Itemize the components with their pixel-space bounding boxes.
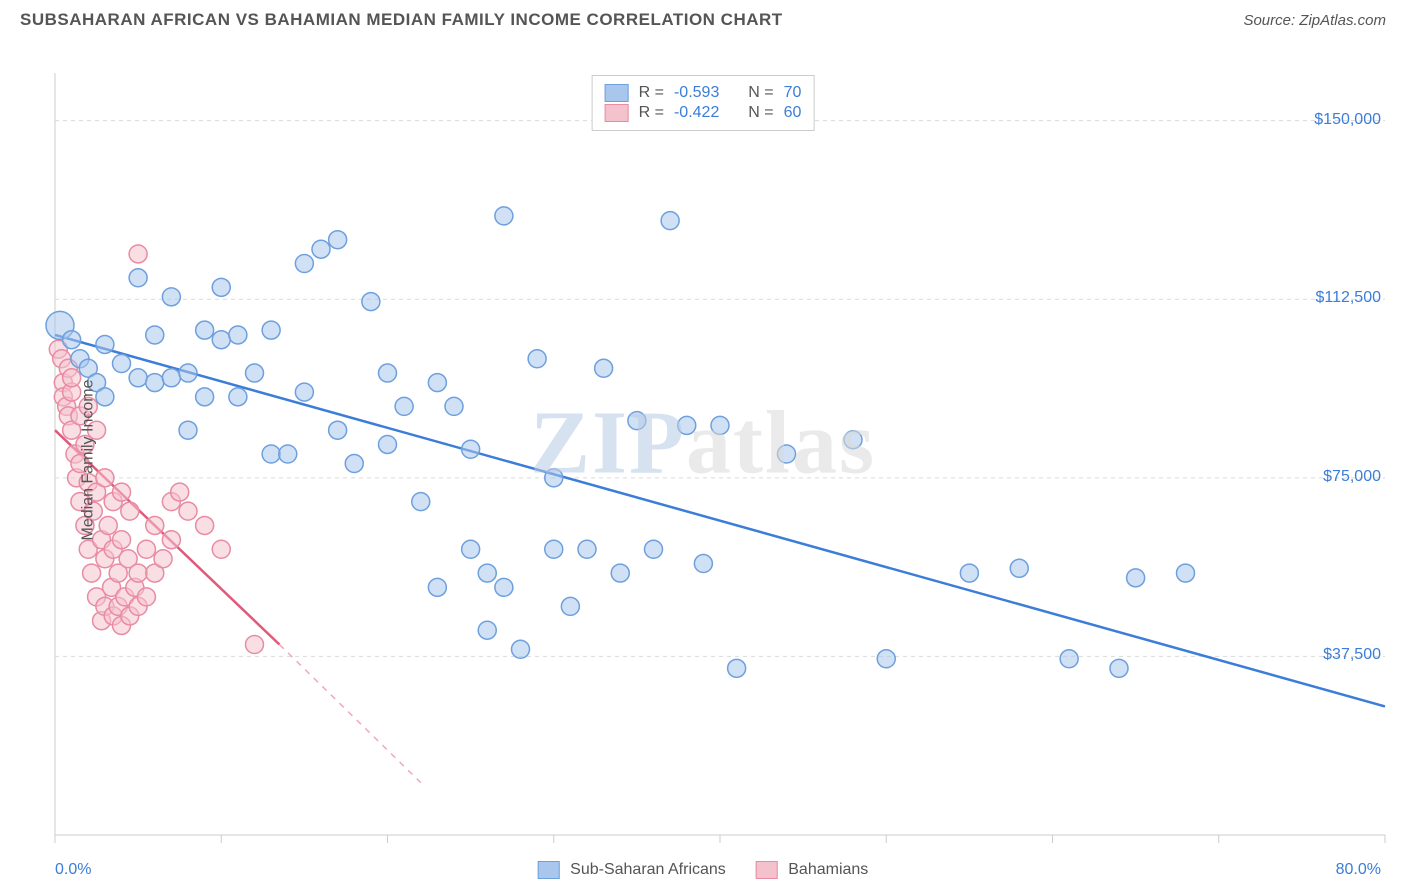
n-value: 70 (784, 84, 802, 102)
chart-title: SUBSAHARAN AFRICAN VS BAHAMIAN MEDIAN FA… (20, 10, 783, 30)
chart-container: Median Family Income ZIPatlas R = -0.593… (0, 35, 1406, 885)
legend-swatch (605, 84, 629, 102)
r-label: R = (639, 104, 664, 122)
n-label: N = (748, 104, 773, 122)
n-value: 60 (784, 104, 802, 122)
legend-swatch (756, 861, 778, 879)
legend-row: R = -0.422 N = 60 (605, 104, 802, 122)
r-label: R = (639, 84, 664, 102)
legend-swatch (538, 861, 560, 879)
legend-item: Sub-Saharan Africans (538, 861, 726, 879)
y-axis-tick-label: $75,000 (1323, 468, 1381, 486)
legend-swatch (605, 104, 629, 122)
y-axis-tick-label: $37,500 (1323, 646, 1381, 664)
y-axis-tick-label: $112,500 (1315, 289, 1381, 307)
legend-row: R = -0.593 N = 70 (605, 84, 802, 102)
r-value: -0.422 (674, 104, 719, 122)
legend-item: Bahamians (756, 861, 869, 879)
r-value: -0.593 (674, 84, 719, 102)
chart-source: Source: ZipAtlas.com (1243, 12, 1386, 29)
n-label: N = (748, 84, 773, 102)
x-axis-max-label: 80.0% (1336, 861, 1381, 879)
chart-header: SUBSAHARAN AFRICAN VS BAHAMIAN MEDIAN FA… (0, 0, 1406, 35)
y-axis-tick-label: $150,000 (1314, 111, 1381, 129)
y-axis-title: Median Family Income (79, 380, 97, 541)
legend-label: Bahamians (788, 861, 868, 878)
x-axis-min-label: 0.0% (55, 861, 91, 879)
legend-label: Sub-Saharan Africans (570, 861, 726, 878)
series-legend: Sub-Saharan Africans Bahamians (538, 861, 869, 879)
scatter-plot (0, 35, 1406, 885)
correlation-legend: R = -0.593 N = 70 R = -0.422 N = 60 (592, 75, 815, 131)
